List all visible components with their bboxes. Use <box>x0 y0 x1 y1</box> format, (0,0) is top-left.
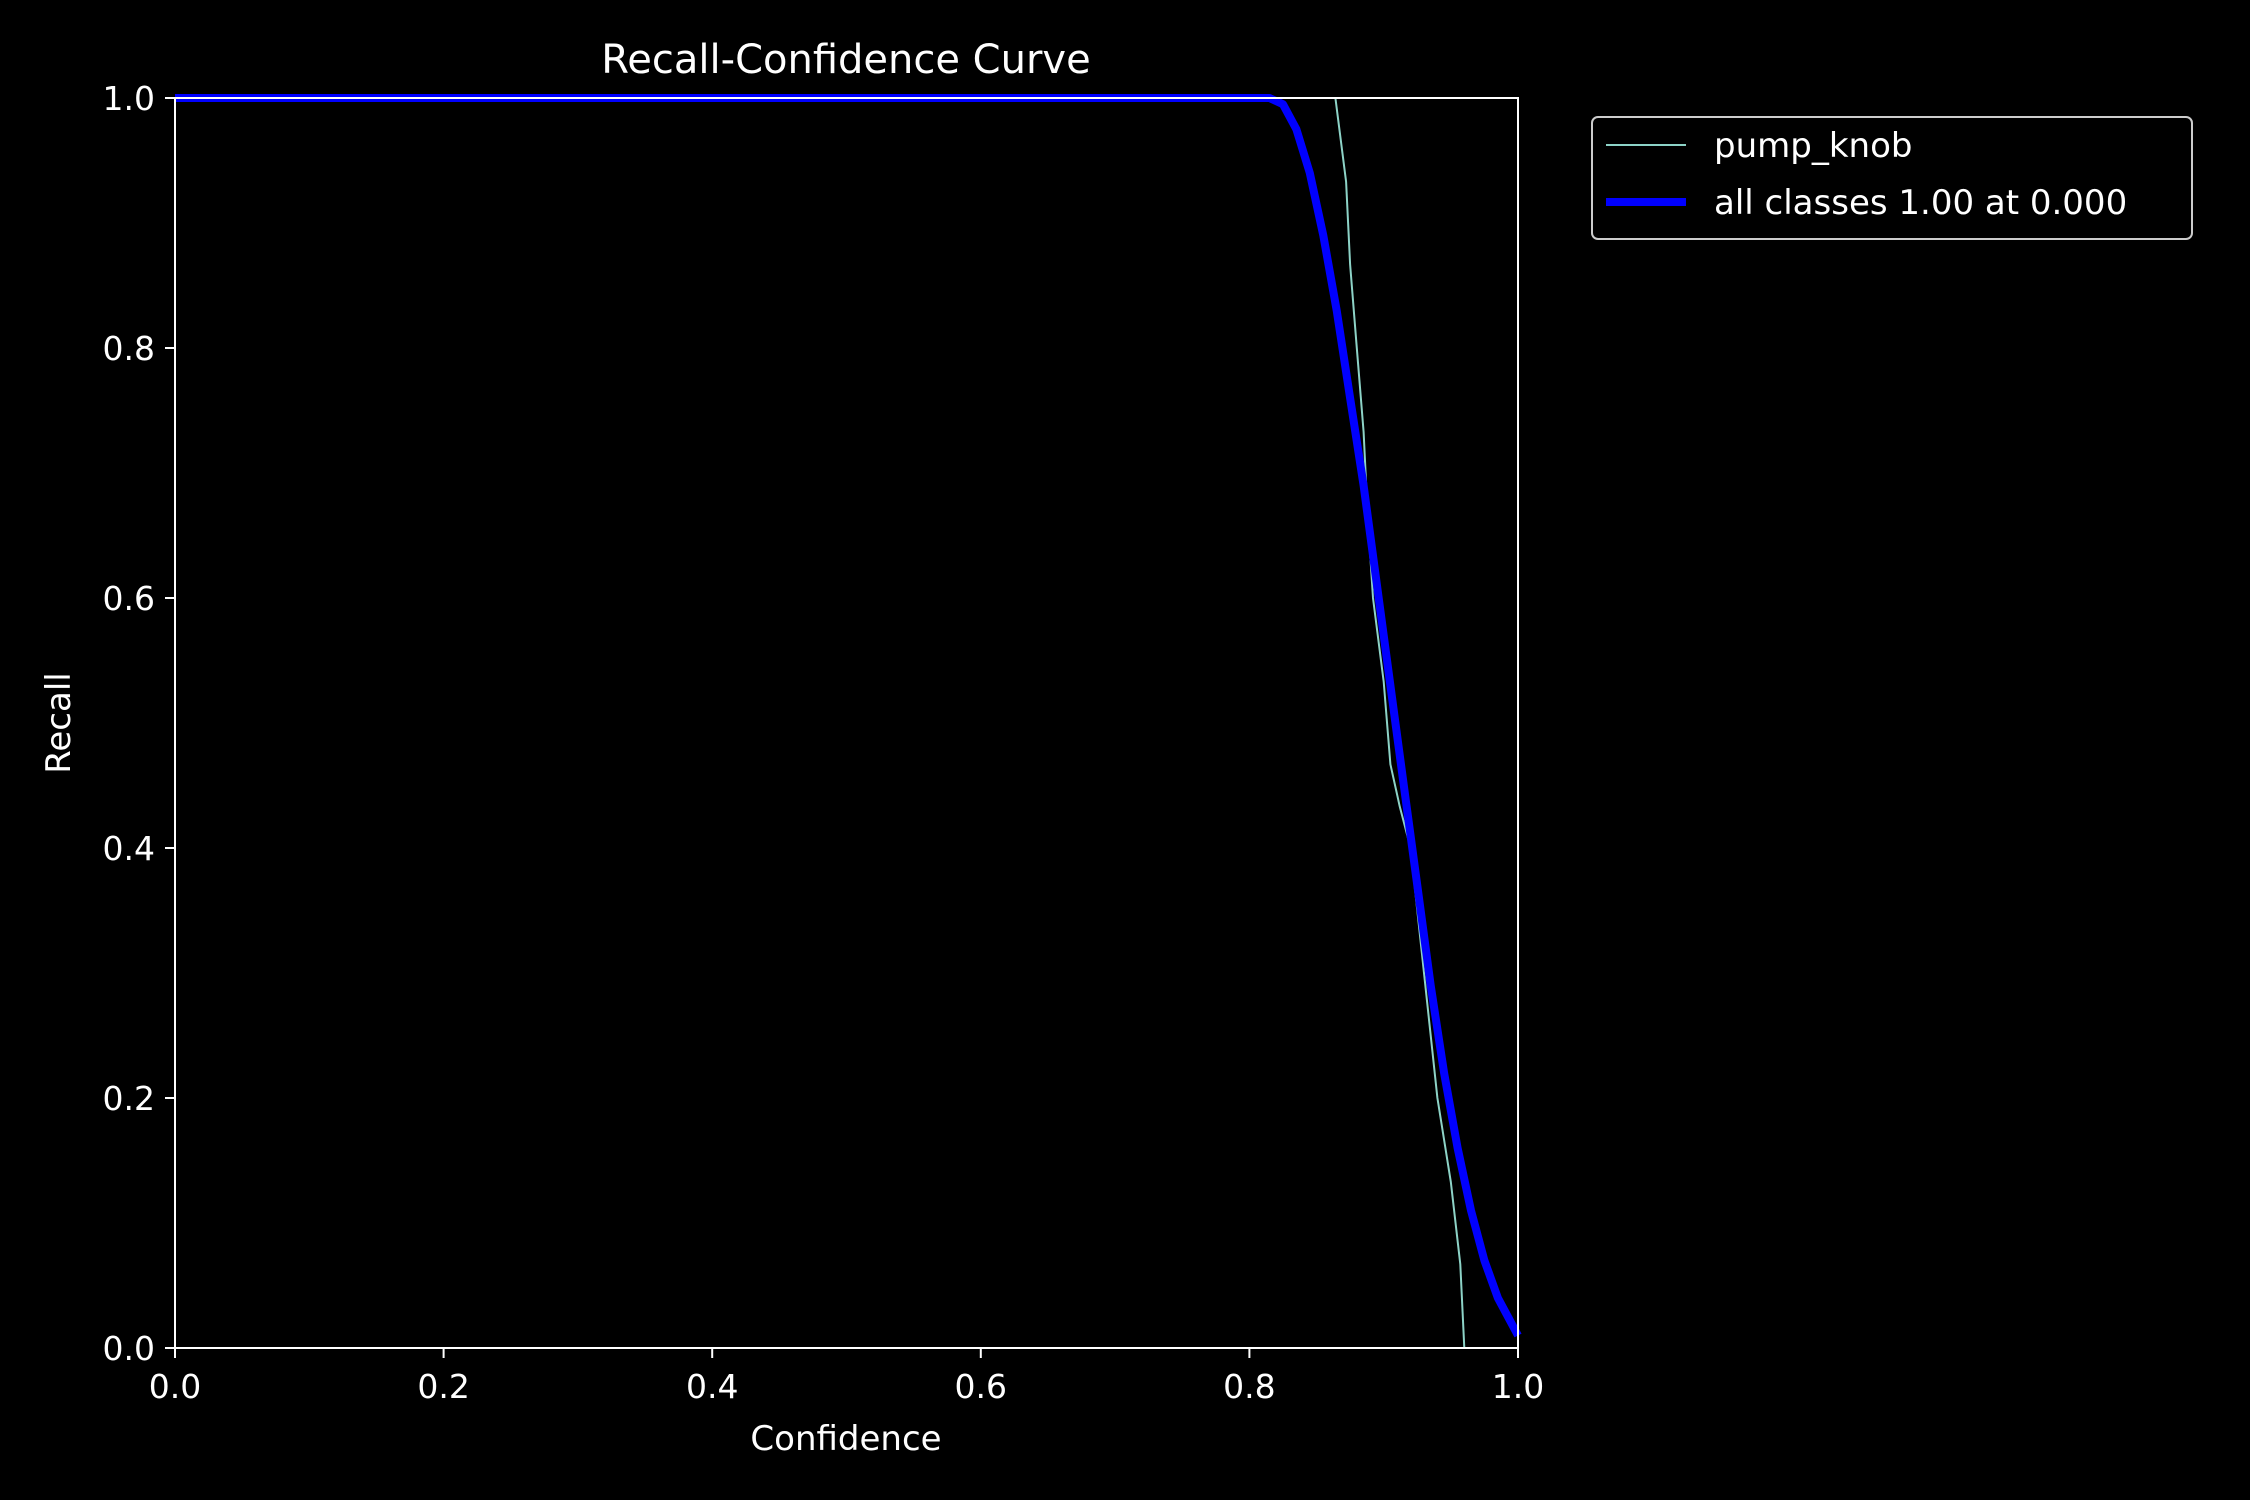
x-tick-label: 0.6 <box>955 1367 1007 1406</box>
series-line-0 <box>175 97 1518 1349</box>
series-layer <box>175 94 1522 1349</box>
chart-title: Recall-Confidence Curve <box>601 37 1090 83</box>
y-tick-label: 1.0 <box>103 79 155 118</box>
y-axis: 0.0 0.2 0.4 0.6 0.8 1.0 <box>103 79 175 1368</box>
y-tick-label: 0.2 <box>103 1079 155 1118</box>
y-axis-label: Recall <box>39 672 79 773</box>
legend-label-all-classes: all classes 1.00 at 0.000 <box>1714 183 2127 223</box>
x-tick-label: 0.4 <box>686 1367 738 1406</box>
x-tick-label: 1.0 <box>1492 1367 1544 1406</box>
legend: pump_knob all classes 1.00 at 0.000 <box>1591 116 2193 240</box>
x-tick-label: 0.2 <box>417 1367 469 1406</box>
legend-label-pump-knob: pump_knob <box>1714 126 1912 166</box>
y-tick-label: 0.0 <box>103 1329 155 1368</box>
plot-frame <box>174 97 1519 1349</box>
y-tick-label: 0.8 <box>103 329 155 368</box>
series-line-1 <box>175 94 1522 1338</box>
plot-area <box>175 98 1518 1348</box>
y-tick-label: 0.4 <box>103 829 155 868</box>
x-axis-label: Confidence <box>750 1419 941 1459</box>
x-tick-label: 0.0 <box>149 1367 201 1406</box>
y-tick-label: 0.6 <box>103 579 155 618</box>
x-axis: 0.0 0.2 0.4 0.6 0.8 1.0 <box>149 1348 1544 1406</box>
x-tick-label: 0.8 <box>1223 1367 1275 1406</box>
legend-box <box>1591 116 2193 240</box>
